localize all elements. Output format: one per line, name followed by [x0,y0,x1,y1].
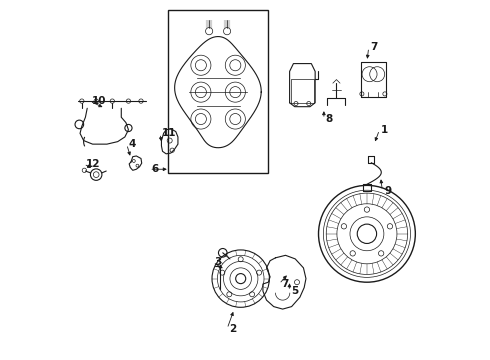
Text: 2: 2 [229,324,236,334]
Text: 7: 7 [281,279,288,289]
Text: 1: 1 [381,125,389,135]
Text: 11: 11 [162,129,176,138]
Text: 10: 10 [92,96,106,106]
Text: 3: 3 [215,257,222,267]
Text: 12: 12 [85,159,100,169]
Text: 8: 8 [326,114,333,124]
Text: 6: 6 [151,164,158,174]
Text: 7: 7 [370,42,378,52]
Text: 4: 4 [128,139,136,149]
Text: 9: 9 [384,186,392,196]
Text: 5: 5 [291,286,298,296]
Bar [168,10,269,173]
